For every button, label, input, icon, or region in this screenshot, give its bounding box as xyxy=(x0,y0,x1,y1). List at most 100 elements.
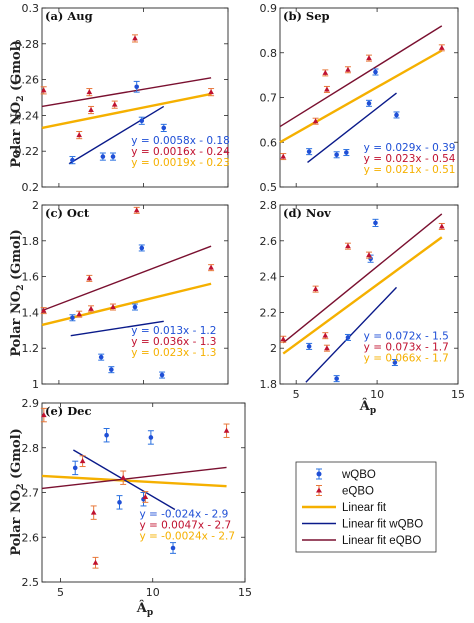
ytick-label: 0.6 xyxy=(260,136,278,149)
point-wqbo xyxy=(70,158,75,163)
point-eqbo xyxy=(93,560,99,565)
point-wqbo xyxy=(346,335,351,340)
ytick-label: 0.26 xyxy=(15,74,40,87)
point-wqbo xyxy=(334,376,339,381)
ytick-label: 1.8 xyxy=(22,235,40,248)
point-wqbo xyxy=(104,433,109,438)
fit-line xyxy=(280,26,442,127)
ytick-label: 0.22 xyxy=(15,145,40,158)
point-wqbo xyxy=(111,154,116,159)
point-eqbo xyxy=(76,132,82,137)
panel-c: 11.21.41.61.82(c) Octy = 0.013x - 1.2y =… xyxy=(22,199,229,391)
point-eqbo xyxy=(91,510,97,515)
point-wqbo xyxy=(373,70,378,75)
equation-label: y = 0.0019x - 0.23 xyxy=(131,157,229,169)
point-eqbo xyxy=(76,311,82,316)
ytick-label: 1.2 xyxy=(22,342,40,355)
ytick-label: 1.6 xyxy=(22,271,40,284)
ytick-label: 0.3 xyxy=(22,2,40,15)
ytick-label: 2 xyxy=(32,199,39,212)
panel-d: 1.822.22.42.62.85 10 15(d) Novy = 0.072x -… xyxy=(260,199,466,401)
ytick-label: 2.2 xyxy=(260,306,278,319)
point-eqbo xyxy=(323,333,329,338)
point-eqbo xyxy=(87,89,93,94)
point-wqbo xyxy=(160,373,165,378)
ytick-label: 0.9 xyxy=(260,2,278,15)
point-eqbo xyxy=(88,107,94,112)
point-eqbo xyxy=(323,70,329,75)
point-eqbo xyxy=(120,475,126,480)
ytick-label: 2.8 xyxy=(22,442,40,455)
ytick-label: 0.5 xyxy=(260,181,278,194)
point-eqbo xyxy=(366,55,372,60)
ytick-label: 0.28 xyxy=(15,38,40,51)
ytick-label: 2.6 xyxy=(22,531,40,544)
point-wqbo xyxy=(307,149,312,154)
fit-line xyxy=(42,94,211,128)
point-wqbo xyxy=(109,367,114,372)
equation-label: y = 0.023x - 1.3 xyxy=(131,347,216,359)
ytick-label: 2.8 xyxy=(260,199,278,212)
point-wqbo xyxy=(367,101,372,106)
ytick-label: 2.4 xyxy=(260,271,278,284)
legend-label: Linear fit xyxy=(342,502,387,514)
ylabel-row2: Polar NO2 (Gmol) xyxy=(9,229,26,357)
point-eqbo xyxy=(208,89,214,94)
ytick-label: 2.5 xyxy=(22,576,40,589)
point-eqbo xyxy=(132,35,138,40)
point-eqbo xyxy=(134,207,140,212)
point-wqbo xyxy=(117,500,122,505)
point-wqbo xyxy=(70,315,75,320)
point-eqbo xyxy=(439,45,445,50)
point-wqbo xyxy=(139,246,144,251)
point-eqbo xyxy=(224,428,230,433)
point-wqbo xyxy=(133,305,138,310)
panel-b: 0.50.60.70.80.9(b) Sepy = 0.029x - 0.39y… xyxy=(260,2,459,194)
panel-label: (c) Oct xyxy=(45,206,90,220)
point-wqbo xyxy=(73,466,78,471)
legend-label: eQBO xyxy=(342,486,374,498)
point-wqbo xyxy=(134,84,139,89)
panel-label: (e) Dec xyxy=(45,404,92,418)
point-wqbo xyxy=(373,221,378,226)
equation-label: y = 0.021x - 0.51 xyxy=(364,164,456,176)
fit-line xyxy=(42,78,211,107)
panel-e: 2.5 2.6 2.7 2.8 2.9 5 10 15 (e) Dec y = -0.024x -… xyxy=(22,397,253,599)
point-eqbo xyxy=(313,286,319,291)
xtick-label: 15 xyxy=(451,388,465,401)
xlabel-panel-e: Âp xyxy=(136,600,153,618)
legend-marker-wqbo xyxy=(317,472,322,477)
equation-label: y = -0.0024x - 2.7 xyxy=(139,531,235,543)
panel-label: (b) Sep xyxy=(283,9,330,23)
legend-label: wQBO xyxy=(341,469,376,481)
ytick-label: 2 xyxy=(270,342,277,355)
point-eqbo xyxy=(439,223,445,228)
point-eqbo xyxy=(208,265,214,270)
point-eqbo xyxy=(87,275,93,280)
panel-label: (d) Nov xyxy=(283,206,331,220)
ytick-label: 0.24 xyxy=(15,109,40,122)
fit-line xyxy=(42,246,211,310)
point-eqbo xyxy=(88,306,94,311)
ytick-label: 2.7 xyxy=(22,487,40,500)
panel-label: (a) Aug xyxy=(45,9,93,23)
legend-label: Linear fit eQBO xyxy=(342,535,421,547)
point-wqbo xyxy=(99,355,104,360)
point-eqbo xyxy=(80,458,86,463)
ytick-label: 1.4 xyxy=(22,306,40,319)
point-eqbo xyxy=(280,154,286,159)
point-wqbo xyxy=(101,154,106,159)
ytick-label: 2.6 xyxy=(260,235,278,248)
point-wqbo xyxy=(334,152,339,157)
point-wqbo xyxy=(161,126,166,131)
point-eqbo xyxy=(324,86,330,91)
ytick-label: 1.8 xyxy=(260,378,278,391)
point-eqbo xyxy=(324,345,330,350)
ytick-label: 0.8 xyxy=(260,47,278,60)
point-eqbo xyxy=(280,336,286,341)
fit-line xyxy=(42,284,211,325)
panel-a: 0.2 0.22 0.24 0.26 0.28 0.3 (a) Aug y = 0.0058x… xyxy=(15,2,231,194)
ytick-label: 1 xyxy=(32,378,39,391)
svg-text:Polar NO2 (Gmol): Polar NO2 (Gmol) xyxy=(9,229,26,357)
